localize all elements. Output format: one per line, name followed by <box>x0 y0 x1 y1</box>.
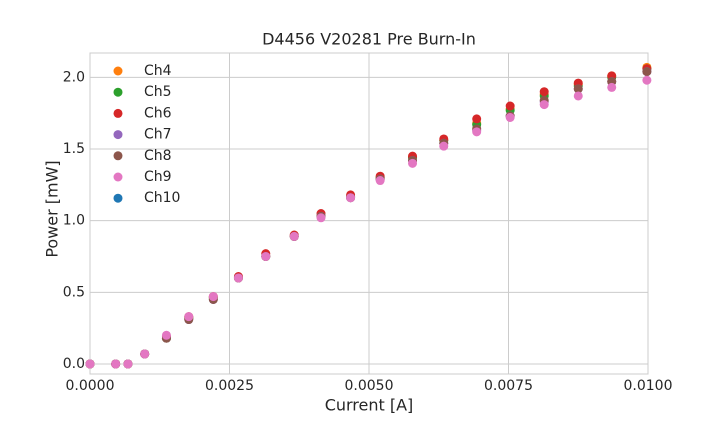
data-point <box>642 67 652 77</box>
y-tick-label: 1.5 <box>63 141 85 157</box>
legend-label: Ch5 <box>144 84 172 100</box>
legend-marker <box>113 66 123 76</box>
data-point <box>539 100 549 110</box>
legend-marker <box>113 151 123 161</box>
data-point <box>346 193 356 203</box>
legend-label: Ch9 <box>144 169 172 185</box>
data-point <box>573 91 583 101</box>
chart-title: D4456 V20281 Pre Burn-In <box>262 30 476 49</box>
x-tick-label: 0.0075 <box>484 378 533 394</box>
y-tick-label: 2.0 <box>63 69 85 85</box>
data-point <box>161 330 171 340</box>
legend-label: Ch4 <box>144 63 172 79</box>
data-point <box>505 112 515 122</box>
legend-marker <box>113 87 123 97</box>
data-point <box>111 359 121 369</box>
x-tick-label: 0.0000 <box>66 378 115 394</box>
data-point <box>573 84 583 94</box>
data-point <box>539 87 549 97</box>
data-point <box>184 312 194 322</box>
y-tick-label: 1.0 <box>63 213 85 229</box>
x-tick-label: 0.0025 <box>205 378 254 394</box>
x-tick-label: 0.0100 <box>624 378 673 394</box>
data-point <box>642 75 652 85</box>
data-point <box>123 359 133 369</box>
data-point <box>233 273 243 283</box>
data-point <box>208 292 218 302</box>
data-point <box>261 251 271 261</box>
data-point <box>408 158 418 168</box>
data-point <box>472 127 482 137</box>
x-tick-label: 0.0050 <box>345 378 394 394</box>
data-point <box>505 101 515 111</box>
data-point <box>140 349 150 359</box>
legend-marker <box>113 130 123 140</box>
data-point <box>439 141 449 151</box>
data-point <box>607 82 617 92</box>
legend-marker <box>113 172 123 182</box>
legend-marker <box>113 193 123 203</box>
data-point <box>472 114 482 124</box>
legend-marker <box>113 108 123 118</box>
legend-label: Ch7 <box>144 127 172 143</box>
data-point <box>85 359 95 369</box>
y-axis-label: Power [mW] <box>43 160 62 257</box>
data-point <box>289 231 299 241</box>
legend-label: Ch10 <box>144 190 180 206</box>
x-axis-label: Current [A] <box>325 396 414 415</box>
y-tick-label: 0.5 <box>63 284 85 300</box>
legend-label: Ch6 <box>144 105 172 121</box>
y-tick-label: 0.0 <box>63 356 85 372</box>
data-point <box>316 213 326 223</box>
legend-label: Ch8 <box>144 148 172 164</box>
data-point <box>375 176 385 186</box>
